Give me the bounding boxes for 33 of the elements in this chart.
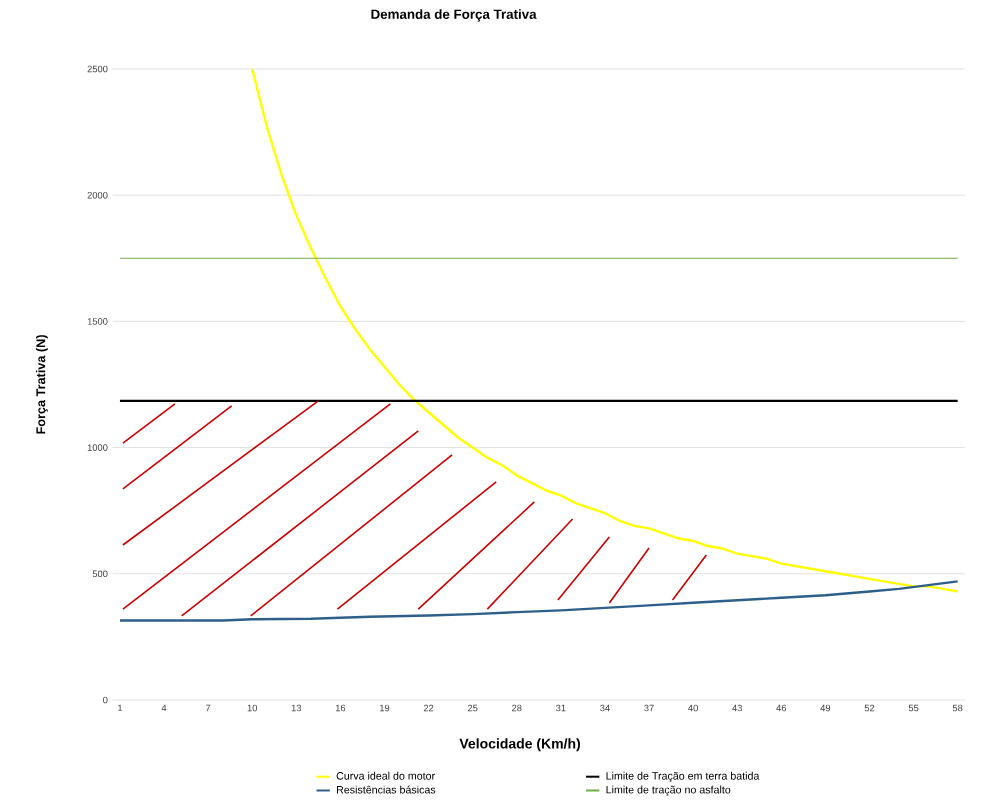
x-tick-label: 28 — [512, 704, 522, 712]
x-tick-label: 58 — [952, 704, 963, 712]
x-tick-label: 4 — [161, 704, 167, 712]
y-tick-label: 2500 — [87, 65, 108, 73]
x-axis-title: Velocidade (Km/h) — [459, 738, 581, 752]
x-tick-label: 37 — [644, 704, 654, 712]
x-tick-label: 31 — [556, 704, 566, 712]
x-tick-label: 19 — [380, 704, 390, 712]
y-tick-label: 2000 — [87, 191, 108, 199]
y-axis-title: Força Trativa (N) — [35, 335, 48, 434]
x-tick-label: 10 — [247, 704, 258, 712]
x-tick-label: 7 — [206, 704, 211, 712]
x-tick-label: 1 — [118, 704, 123, 712]
x-tick-label: 46 — [776, 704, 787, 712]
x-tick-label: 43 — [732, 704, 742, 712]
y-tick-label: 500 — [92, 570, 108, 578]
x-tick-label: 49 — [820, 704, 831, 712]
x-tick-label: 25 — [467, 704, 478, 712]
y-tick-label: 0 — [103, 696, 108, 704]
x-tick-label: 13 — [291, 704, 302, 712]
x-tick-label: 40 — [688, 704, 698, 712]
legend-label: Curva ideal do motor — [336, 771, 435, 780]
legend-label: Resistências básicas — [337, 785, 436, 794]
x-tick-label: 55 — [908, 704, 919, 712]
x-tick-label: 52 — [864, 704, 875, 712]
x-tick-label: 34 — [600, 704, 610, 712]
x-tick-label: 16 — [335, 704, 346, 712]
y-tick-label: 1000 — [87, 444, 108, 451]
x-tick-label: 22 — [423, 704, 434, 712]
legend-label: Limite de Tração em terra batida — [606, 771, 760, 782]
y-tick-label: 1500 — [87, 318, 108, 325]
legend-label: Limite de tração no asfalto — [606, 785, 731, 796]
chart-title: Demanda de Força Trativa — [371, 9, 537, 22]
